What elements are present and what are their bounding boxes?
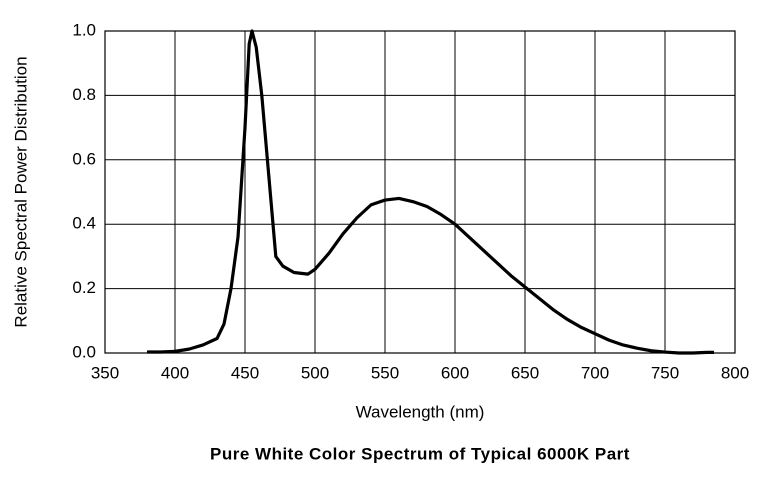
x-tick-label: 500 [301, 363, 329, 382]
y-tick-label: 0.8 [72, 85, 96, 104]
y-axis-label: Relative Spectral Power Distribution [11, 56, 30, 327]
chart-title: Pure White Color Spectrum of Typical 600… [210, 444, 630, 463]
x-tick-label: 350 [91, 363, 119, 382]
y-tick-label: 0.6 [72, 149, 96, 168]
x-tick-label: 750 [651, 363, 679, 382]
y-tick-label: 1.0 [72, 20, 96, 39]
x-axis-label: Wavelength (nm) [356, 402, 485, 421]
x-tick-label: 550 [371, 363, 399, 382]
x-tick-label: 700 [581, 363, 609, 382]
plot-frame [104, 30, 736, 354]
y-tick-label: 0.2 [72, 278, 96, 297]
x-tick-label: 650 [511, 363, 539, 382]
spectrum-line [147, 29, 714, 355]
x-tick-label: 600 [441, 363, 469, 382]
x-tick-label: 800 [721, 363, 749, 382]
y-tick-label: 0.0 [72, 342, 96, 361]
x-tick-label: 450 [231, 363, 259, 382]
x-tick-label: 400 [161, 363, 189, 382]
y-tick-label: 0.4 [72, 214, 96, 233]
